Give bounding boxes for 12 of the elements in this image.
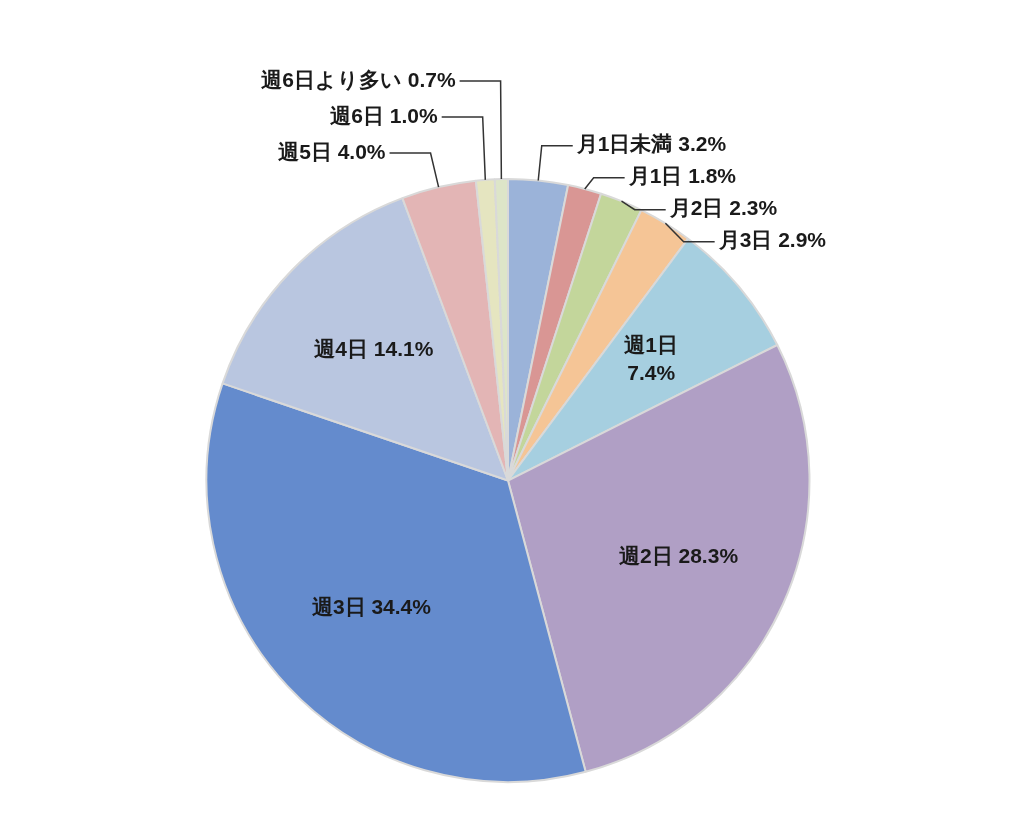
slice-label: 月1日未満 3.2% [575,132,727,156]
slice-label: 週2日 28.3% [618,543,739,567]
slice-label: 週5日 4.0% [278,139,386,163]
slice-label: 月3日 2.9% [717,228,827,252]
slice-label: 月1日 1.8% [627,164,737,188]
slice-label: 月2日 2.3% [668,196,778,220]
slice-label: 週4日 14.1% [314,337,434,361]
slice-label: 週6日 1.0% [330,103,438,127]
slice-label: 週1日 [624,333,679,357]
data-label: 7.4% [627,361,676,385]
slice-label: 週6日より多い 0.7% [261,67,456,91]
slice-label: 週3日 34.4% [311,594,432,618]
